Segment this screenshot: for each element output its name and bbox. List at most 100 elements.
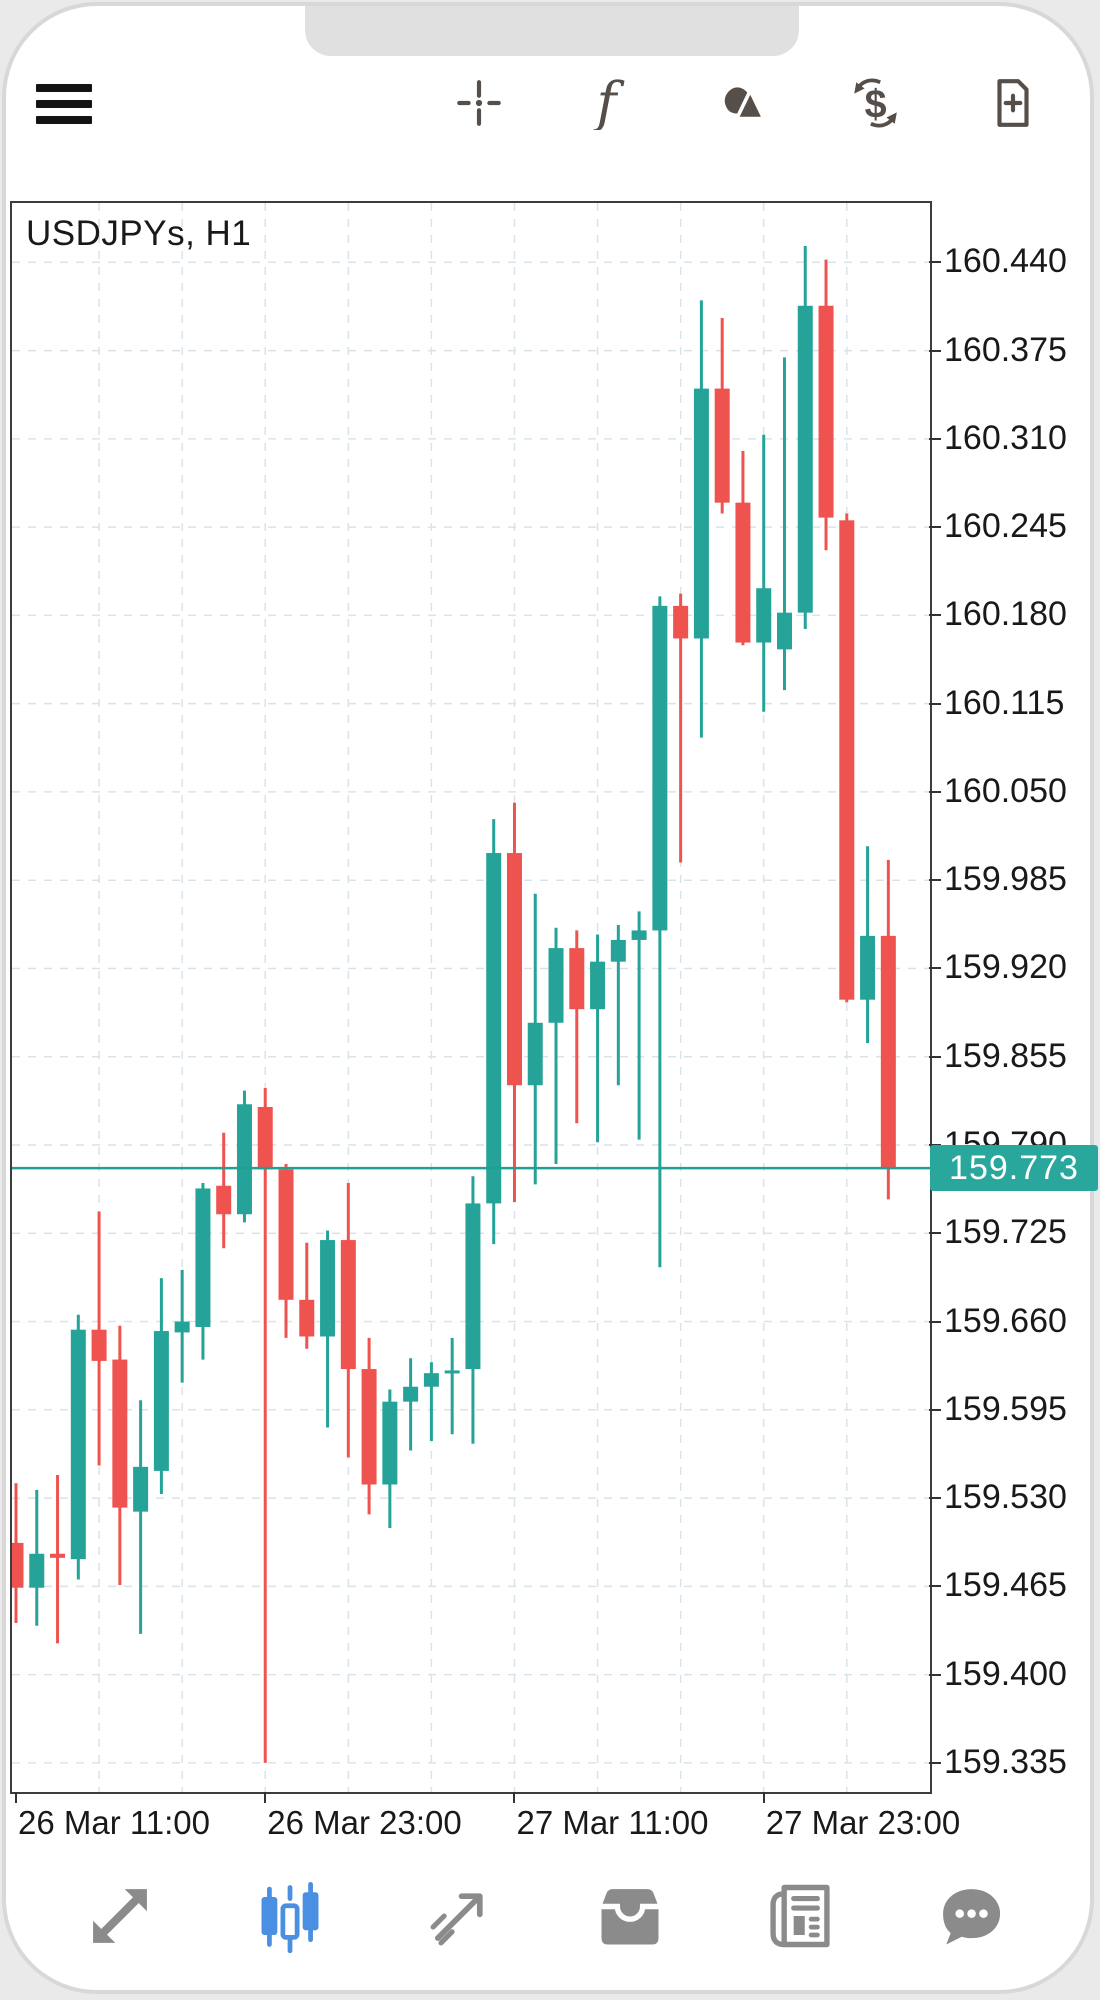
- candle-body: [29, 1553, 45, 1588]
- price-axis-label: 160.115: [944, 683, 1065, 722]
- price-axis-label: 160.050: [944, 771, 1067, 810]
- history-tray-icon: [601, 1889, 659, 1945]
- currency-exchange-icon: $: [854, 78, 897, 128]
- candle: [236, 1090, 252, 1223]
- time-axis-tick: [513, 1792, 516, 1803]
- current-price-tag: 159.773: [930, 1145, 1098, 1192]
- price-axis-tick: [929, 1761, 941, 1764]
- candle: [610, 925, 626, 1086]
- candle-body: [299, 1299, 315, 1337]
- candle-body: [610, 939, 626, 962]
- price-axis-tick: [929, 790, 941, 793]
- candle-body: [652, 605, 668, 931]
- nav-trade-button[interactable]: [422, 1878, 498, 1954]
- candle: [278, 1164, 294, 1338]
- candle-body: [735, 502, 751, 643]
- phone-notch: [305, 6, 799, 56]
- candle-body: [506, 853, 522, 1086]
- price-axis-tick: [929, 614, 941, 617]
- candle: [714, 317, 730, 514]
- candle: [797, 246, 813, 629]
- candle-body: [10, 1542, 24, 1588]
- chart-border: [10, 201, 932, 1794]
- candle-body: [70, 1329, 86, 1560]
- candle-body: [153, 1331, 169, 1471]
- price-axis-label: 160.375: [944, 330, 1067, 369]
- price-axis-label: 159.595: [944, 1389, 1067, 1428]
- symbol-timeframe-label: USDJPYs, H1: [26, 214, 252, 253]
- price-axis-tick: [929, 1497, 941, 1500]
- candle: [29, 1489, 45, 1626]
- objects-button[interactable]: [716, 76, 770, 130]
- candle-body: [112, 1359, 128, 1508]
- candle: [320, 1230, 336, 1428]
- svg-text:$: $: [865, 83, 887, 127]
- candle-body: [174, 1321, 190, 1333]
- candle-body: [133, 1466, 149, 1512]
- price-axis-label: 160.245: [944, 507, 1067, 546]
- candle-body: [50, 1553, 66, 1558]
- price-axis-label: 159.335: [944, 1742, 1067, 1781]
- candle: [299, 1242, 315, 1349]
- candle: [112, 1325, 128, 1585]
- nav-messages-button[interactable]: [932, 1878, 1008, 1954]
- time-axis-label: 27 Mar 23:00: [765, 1804, 961, 1841]
- candle-body: [361, 1369, 377, 1485]
- nav-quotes-button[interactable]: [82, 1878, 158, 1954]
- candle: [133, 1400, 149, 1634]
- symbols-button[interactable]: $: [848, 76, 902, 130]
- price-axis-tick: [929, 437, 941, 440]
- candle-body: [776, 612, 792, 650]
- candle: [486, 819, 502, 1245]
- candle-body: [590, 961, 606, 1010]
- candle: [195, 1183, 211, 1360]
- indicators-button[interactable]: f: [584, 71, 638, 134]
- candle-body: [860, 935, 876, 1000]
- candle: [50, 1474, 66, 1644]
- candle: [423, 1362, 439, 1442]
- candle: [382, 1389, 398, 1528]
- time-axis-label: 27 Mar 11:00: [516, 1804, 709, 1841]
- nav-charts-button[interactable]: [252, 1878, 328, 1954]
- svg-text:f: f: [592, 76, 624, 130]
- candle-body: [527, 1022, 543, 1086]
- candle: [693, 300, 709, 738]
- candle-body: [569, 948, 585, 1010]
- price-axis-tick: [929, 879, 941, 882]
- candle-body: [320, 1240, 336, 1337]
- candle-body: [257, 1106, 273, 1170]
- chat-bubble-icon: [943, 1889, 1001, 1945]
- price-axis-tick: [929, 1585, 941, 1588]
- candle: [361, 1337, 377, 1515]
- new-chart-button[interactable]: [986, 76, 1040, 130]
- candle-body: [818, 305, 834, 518]
- price-axis-tick: [929, 1320, 941, 1323]
- newspaper-icon: [770, 1884, 830, 1948]
- price-axis-label: 159.725: [944, 1213, 1067, 1252]
- price-axis-tick: [929, 1232, 941, 1235]
- nav-news-button[interactable]: [762, 1878, 838, 1954]
- menu-button[interactable]: [36, 84, 92, 125]
- time-axis-label: 26 Mar 11:00: [18, 1804, 211, 1841]
- candle: [735, 451, 751, 646]
- time-axis-tick: [264, 1792, 267, 1803]
- crosshair-button[interactable]: [452, 76, 506, 130]
- candle: [174, 1269, 190, 1383]
- candle-body: [714, 388, 730, 503]
- candle: [631, 911, 647, 1140]
- candle: [91, 1211, 107, 1466]
- menu-icon: [36, 84, 92, 92]
- candle: [590, 934, 606, 1143]
- candle-body: [673, 605, 689, 639]
- nav-history-button[interactable]: [592, 1878, 668, 1954]
- crosshair-icon: [457, 80, 501, 126]
- candle: [465, 1176, 481, 1444]
- candle-body: [486, 853, 502, 1204]
- candle: [756, 434, 772, 712]
- candlestick-chart[interactable]: [10, 201, 932, 1794]
- candle: [860, 846, 876, 1044]
- candle-body: [797, 305, 813, 613]
- candle-body: [340, 1240, 356, 1370]
- price-axis-label: 159.660: [944, 1301, 1067, 1340]
